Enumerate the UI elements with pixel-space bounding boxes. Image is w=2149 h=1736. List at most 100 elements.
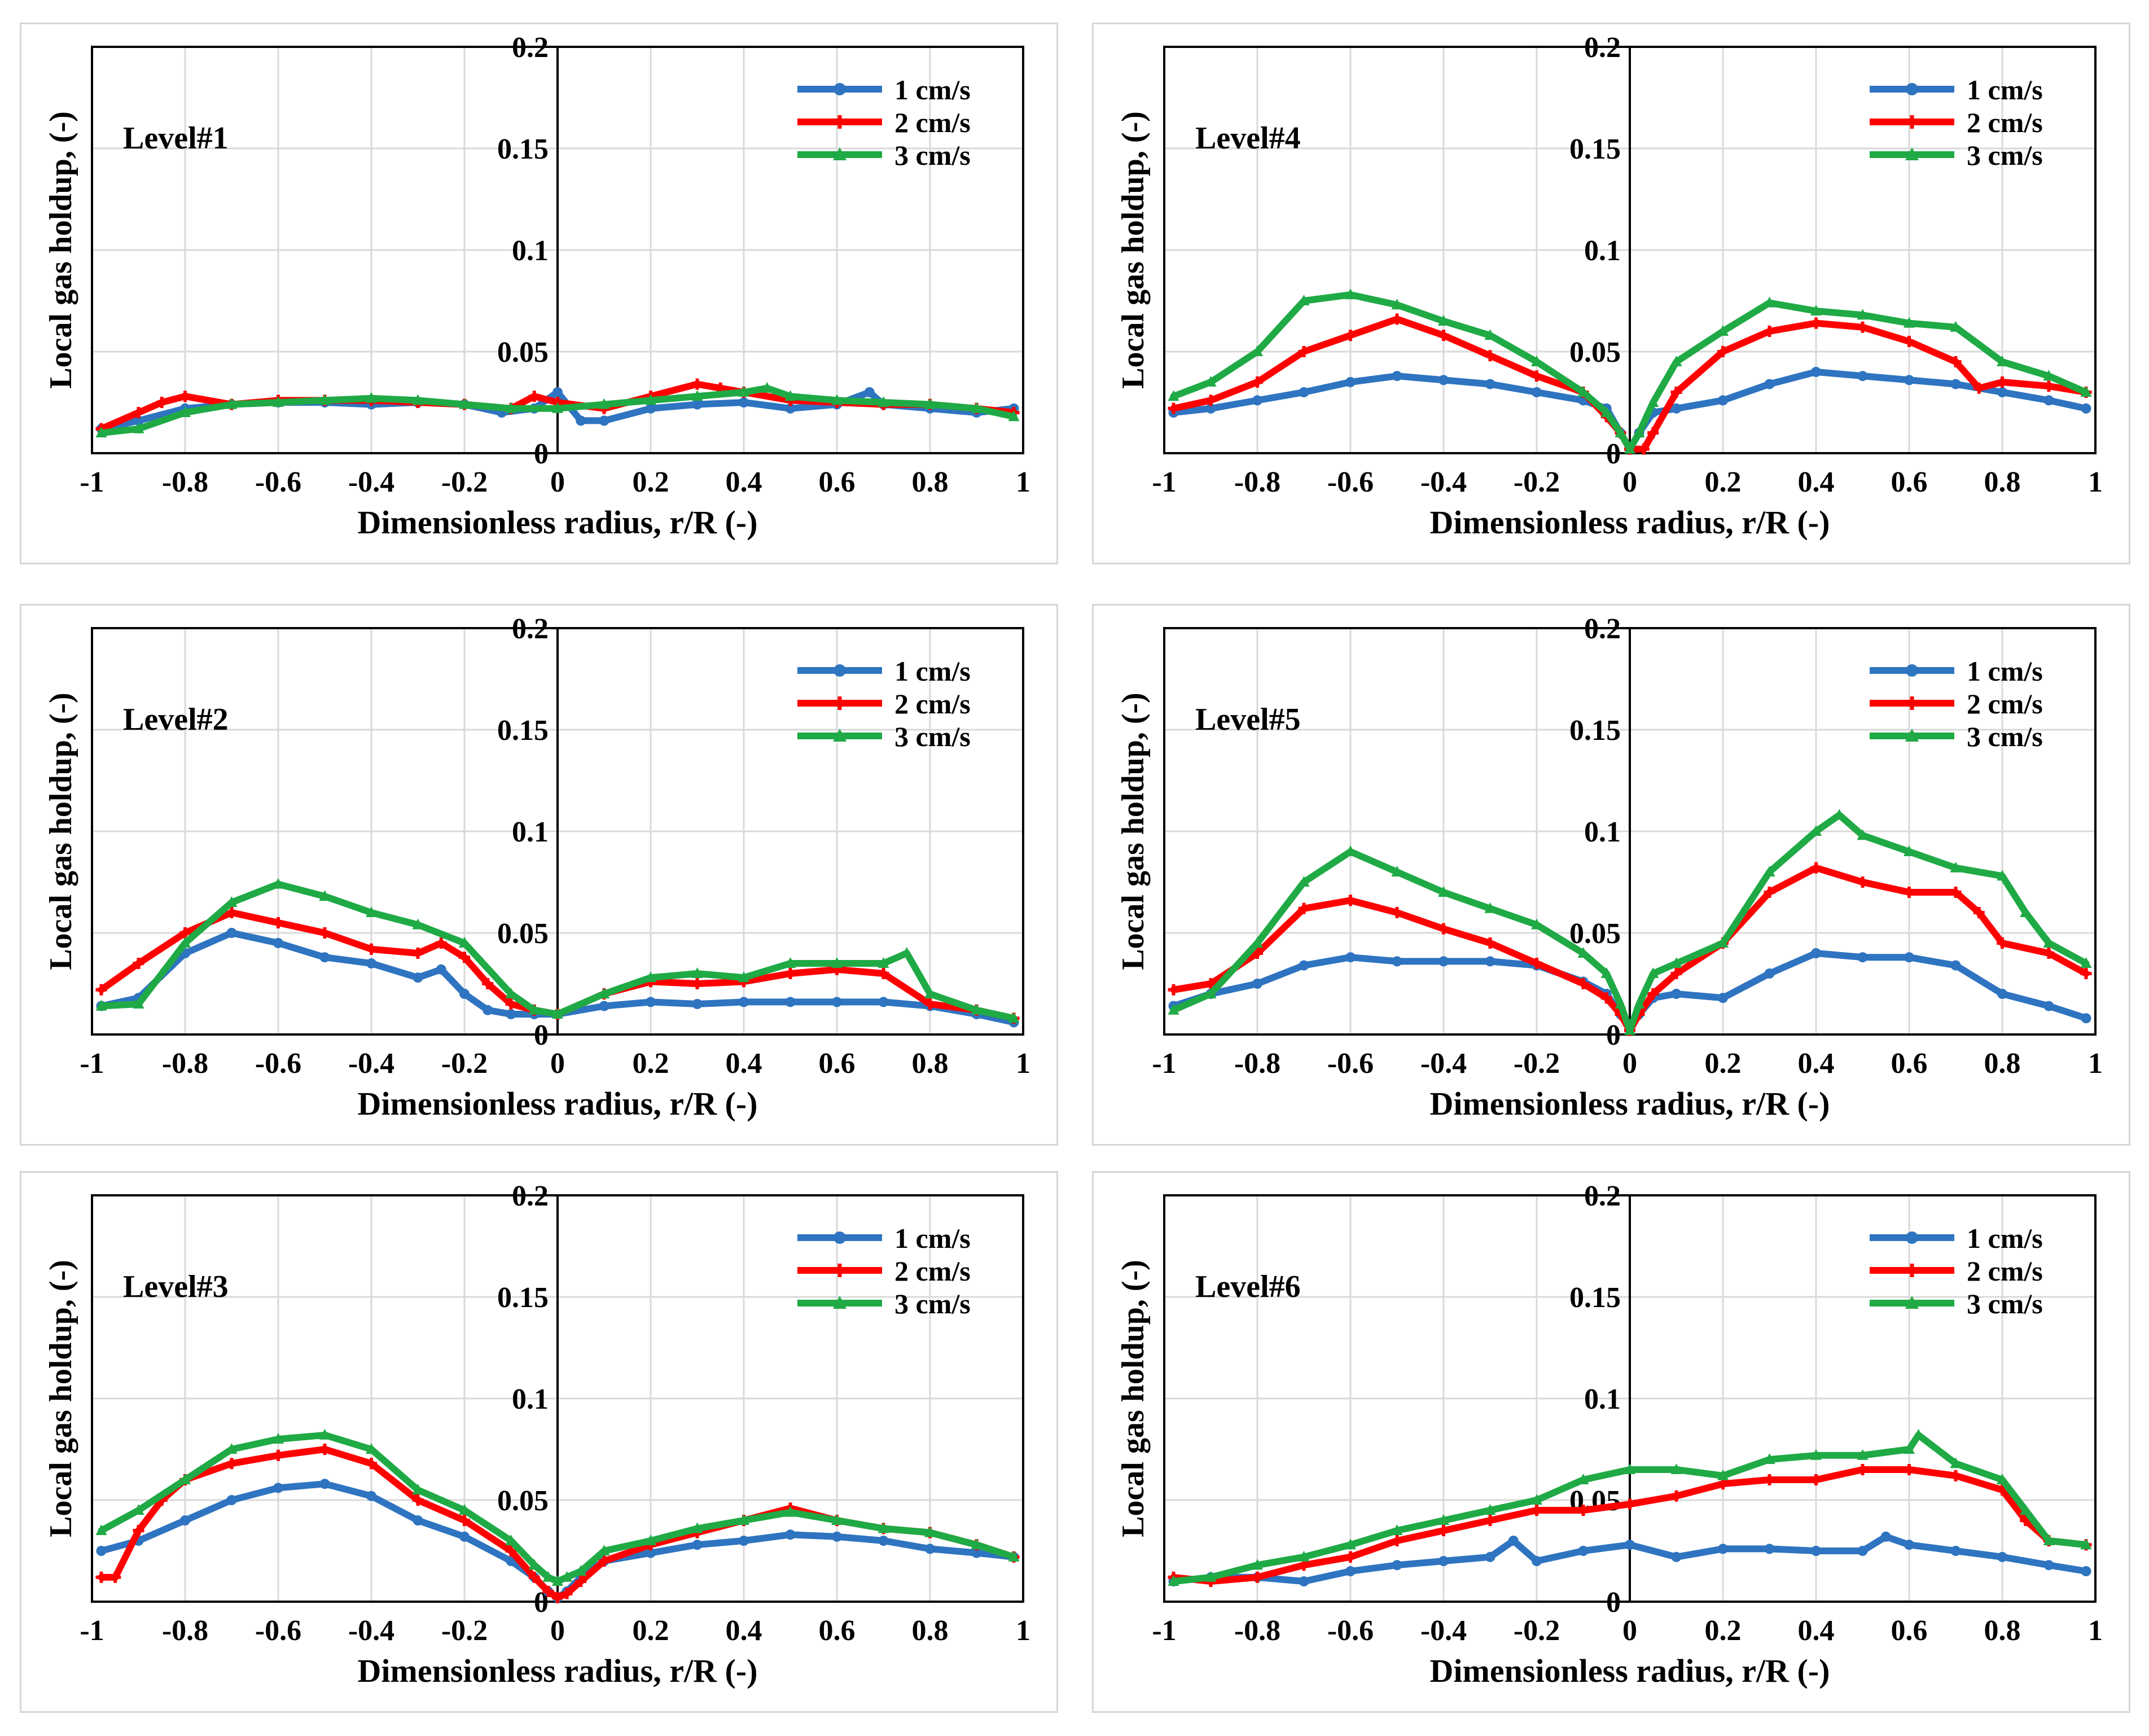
data-point: [1531, 356, 1542, 366]
data-point: [831, 1514, 843, 1525]
y-axis-label: Local gas holdup, (-): [1116, 1260, 1151, 1537]
series-line: [1170, 1466, 2090, 1585]
x-tick-label: -0.8: [1234, 1615, 1280, 1647]
data-point: [542, 1586, 554, 1597]
data-point: [1600, 406, 1612, 417]
data-point: [1484, 902, 1496, 913]
data-point: [878, 997, 889, 1007]
data-point: [95, 1524, 107, 1535]
legend-label: 3 cm/s: [894, 139, 971, 171]
data-point: [1671, 989, 1682, 999]
y-axis-label: Local gas holdup, (-): [1116, 111, 1151, 389]
x-tick-label: 1: [1016, 1615, 1030, 1647]
x-tick-label: 0.2: [1705, 1047, 1742, 1080]
data-point: [1392, 956, 1402, 967]
data-point: [1345, 1566, 1356, 1576]
data-point: [1252, 1571, 1263, 1583]
x-tick-label: -0.6: [255, 1047, 301, 1080]
x-tick-label: 0.8: [912, 466, 949, 498]
data-point: [2043, 948, 2055, 959]
x-tick-label: -0.6: [1327, 466, 1374, 498]
data-point: [1205, 403, 1216, 414]
data-point: [784, 390, 796, 401]
legend-marker: [1905, 115, 1919, 129]
data-point: [273, 878, 284, 889]
data-point: [1857, 1464, 1869, 1475]
data-point: [1670, 1463, 1682, 1474]
data-point: [1168, 402, 1179, 414]
data-point: [528, 391, 540, 402]
data-point: [95, 427, 107, 437]
data-point: [599, 1001, 609, 1011]
data-point: [645, 971, 656, 983]
x-tick-label: 0.4: [1798, 1047, 1835, 1080]
x-tick-label: -0.4: [1420, 1047, 1467, 1080]
chart-title: Level#6: [1195, 1269, 1301, 1304]
data-point: [1485, 956, 1495, 967]
data-point: [1577, 1474, 1589, 1484]
data-point: [1392, 1560, 1402, 1571]
data-point: [1345, 1551, 1356, 1563]
x-tick-label: -0.4: [348, 1615, 394, 1647]
data-point: [1600, 992, 1612, 1004]
x-tick-label: 0.2: [1705, 466, 1742, 498]
x-tick-label: 0: [1622, 1615, 1637, 1647]
data-point: [1811, 367, 1821, 377]
data-point: [1764, 866, 1775, 876]
data-point: [2080, 1538, 2092, 1550]
data-point: [226, 1443, 238, 1454]
chart-svg: -1 -0.8 -0.6 -0.4 -0.2 0 0.2 0.4 0.6 0.8 100.050.1…: [43, 1180, 1030, 1689]
x-tick-label: 0.4: [1798, 1615, 1835, 1647]
data-point: [2080, 386, 2092, 397]
data-point: [1438, 923, 1449, 935]
data-point: [179, 406, 191, 417]
data-point: [552, 1008, 563, 1019]
data-point: [1997, 989, 2007, 999]
data-point: [226, 907, 238, 918]
data-point: [505, 998, 517, 1010]
data-point: [1252, 979, 1262, 989]
data-point: [598, 1555, 610, 1567]
data-point: [319, 1444, 331, 1455]
x-tick-label: 0.8: [912, 1615, 949, 1647]
x-tick-label: 0: [550, 1047, 565, 1080]
data-point: [1671, 403, 1682, 414]
data-point: [1834, 809, 1845, 820]
data-point: [575, 1576, 587, 1587]
data-point: [179, 927, 191, 939]
data-point: [1718, 395, 1728, 406]
data-point: [1391, 866, 1403, 876]
data-point: [1717, 325, 1729, 336]
x-tick-label: 0.4: [726, 1615, 762, 1647]
data-point: [226, 1495, 237, 1505]
x-tick-label: 1: [1016, 466, 1030, 498]
y-tick-label: 0.15: [497, 133, 549, 165]
data-point: [1252, 948, 1263, 959]
y-tick-label: 0.1: [512, 816, 549, 848]
data-point: [412, 1484, 424, 1494]
data-point: [1484, 937, 1496, 949]
data-point: [1615, 998, 1626, 1009]
x-tick-label: 0.2: [1705, 1615, 1742, 1647]
data-point: [1252, 1559, 1263, 1570]
data-point: [319, 927, 331, 939]
data-point: [1391, 1524, 1403, 1535]
x-tick-label: -0.4: [348, 1047, 394, 1080]
x-tick-label: 1: [2088, 1047, 2103, 1080]
data-point: [1810, 305, 1822, 315]
data-point: [1647, 396, 1659, 407]
data-point: [1904, 1464, 1915, 1475]
legend-label: 2 cm/s: [894, 1255, 971, 1287]
data-point: [1857, 321, 1869, 333]
data-point: [1578, 1546, 1589, 1556]
data-point: [133, 1504, 144, 1515]
data-point: [2080, 957, 2092, 968]
x-tick-label: -0.8: [162, 1615, 208, 1647]
y-tick-label: 0.1: [512, 1383, 549, 1415]
chart-title: Level#5: [1195, 702, 1301, 737]
chart-svg: -1 -0.8 -0.6 -0.4 -0.2 0 0.2 0.4 0.6 0.8 100.050.1…: [1116, 613, 2103, 1122]
data-point: [738, 386, 749, 397]
data-point: [1485, 1551, 1495, 1562]
data-point: [1438, 330, 1449, 341]
data-point: [1345, 952, 1356, 963]
